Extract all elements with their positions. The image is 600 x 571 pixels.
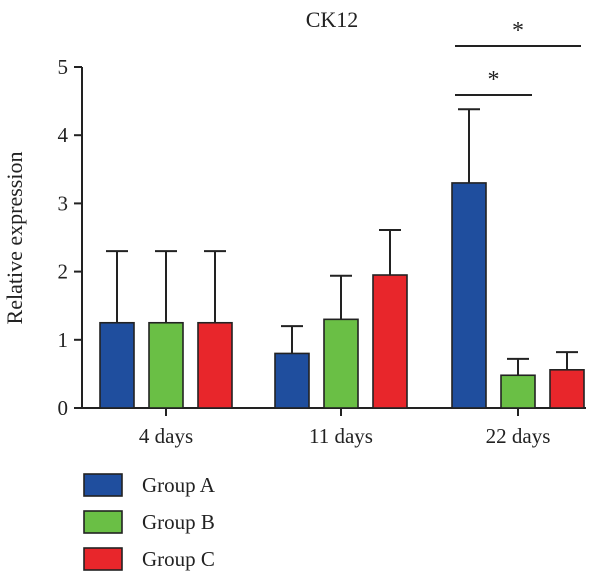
y-tick-label: 3 [58, 191, 69, 215]
legend-swatch-group-c [83, 547, 123, 571]
legend-swatch-group-b [83, 510, 123, 534]
bar-group-b [323, 318, 359, 409]
bar-group-b [148, 321, 184, 409]
bar-group-c [549, 369, 585, 409]
significance-label: * [488, 67, 500, 93]
bar-group-b [500, 374, 536, 409]
y-axis-label: Relative expression [2, 152, 27, 325]
significance-label: * [512, 18, 524, 44]
chart-title: CK12 [306, 7, 359, 32]
plot-area: 0 1 2 3 4 5 4 days 11 days 22 days * * [58, 18, 586, 448]
x-tick-label: 22 days [486, 424, 551, 448]
x-tick-label: 11 days [309, 424, 373, 448]
bar-group-a [451, 182, 487, 409]
y-tick-label: 0 [58, 396, 69, 420]
legend-swatch-group-a [83, 473, 123, 497]
legend-label: Group B [142, 510, 215, 534]
y-tick-label: 1 [58, 328, 69, 352]
bar-group-c [372, 274, 408, 409]
bar-group-a [274, 352, 310, 409]
legend: Group A Group B Group C [83, 473, 216, 571]
legend-label: Group C [142, 547, 215, 571]
y-tick-label: 4 [58, 123, 69, 147]
y-tick-label: 2 [58, 260, 69, 284]
y-tick-label: 5 [58, 55, 69, 79]
legend-label: Group A [142, 473, 216, 497]
x-tick-label: 4 days [139, 424, 193, 448]
bar-group-c [197, 321, 233, 409]
bar-group-a [99, 321, 135, 409]
